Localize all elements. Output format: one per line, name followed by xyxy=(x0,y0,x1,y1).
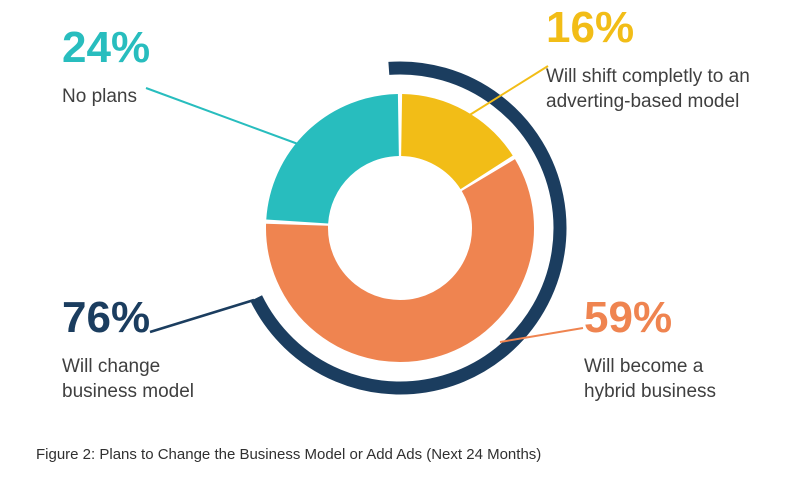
outer-arc-change-model xyxy=(250,61,567,395)
callout-line-no-plans xyxy=(145,87,299,145)
label-hybrid: Will become a hybrid business xyxy=(584,356,717,403)
donut-segment-no-plans xyxy=(266,94,400,225)
donut-segments xyxy=(266,94,534,362)
donut-segment-hybrid xyxy=(266,159,534,362)
label-advertising: Will shift completly to an adverting-bas… xyxy=(546,66,750,113)
figure-caption: Figure 2: Plans to Change the Business M… xyxy=(36,446,542,463)
callout-advertising: 16% Will shift completly to an adverting… xyxy=(546,6,791,114)
callout-line-advertising xyxy=(467,65,549,117)
pct-hybrid: 59% xyxy=(584,293,673,342)
callout-hybrid: 59% Will become a hybrid business xyxy=(584,296,739,404)
callout-no-plans: 24% No plans xyxy=(62,26,222,109)
label-change-model: Will change business model xyxy=(62,356,195,403)
donut-segment-advertising xyxy=(399,94,513,191)
callout-line-change-model xyxy=(149,298,255,334)
outer-arc-group xyxy=(250,61,567,395)
label-no-plans: No plans xyxy=(62,86,137,107)
pct-change-model: 76% xyxy=(62,293,151,342)
callout-line-hybrid xyxy=(499,327,584,343)
callout-change-model: 76% Will change business model xyxy=(62,296,210,404)
pct-no-plans: 24% xyxy=(62,23,151,72)
pct-advertising: 16% xyxy=(546,3,635,52)
